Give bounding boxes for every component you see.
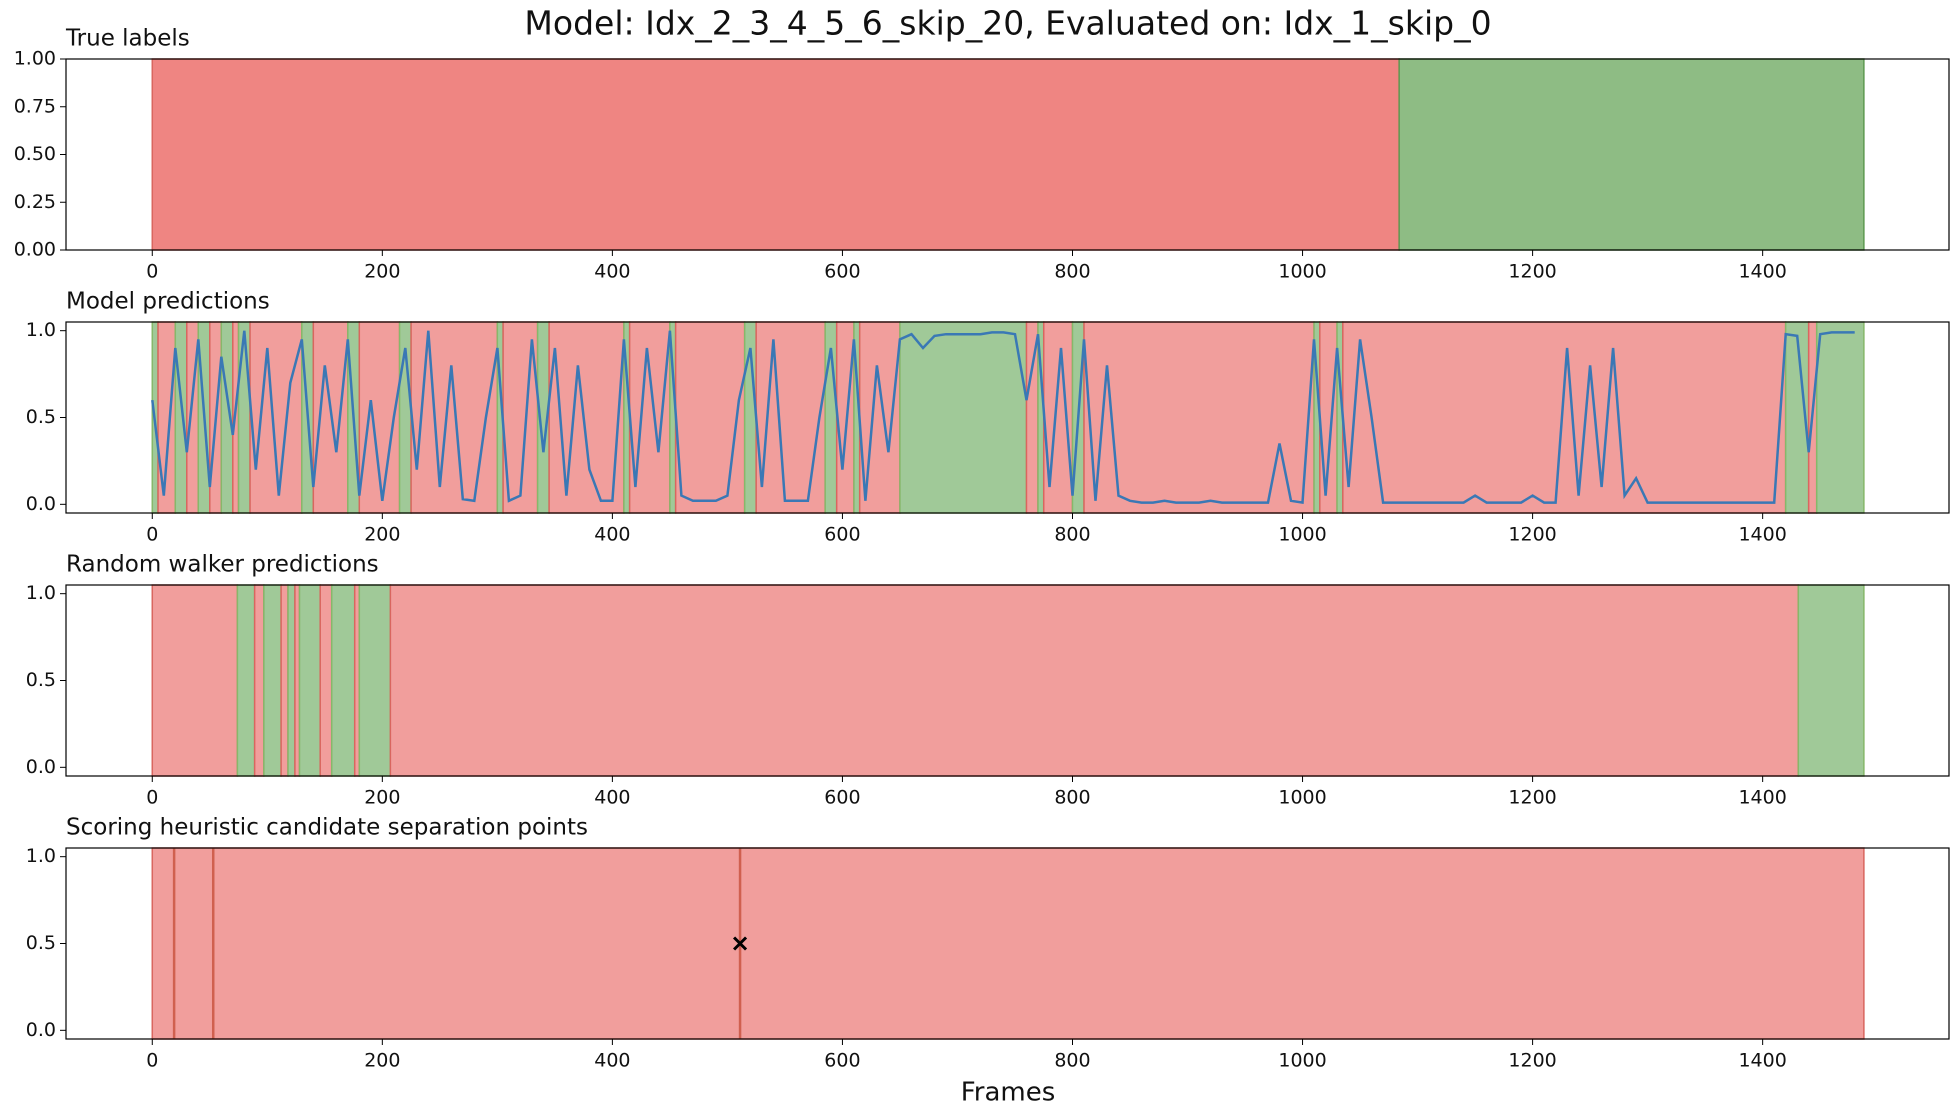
x-tick-label: 1200 [1508,1050,1556,1072]
span [236,584,256,777]
x-tick-label: 0 [146,787,158,809]
y-tick-label: 0.5 [26,932,56,954]
span [674,321,746,514]
span [1797,584,1865,777]
x-tick-label: 1000 [1278,1050,1326,1072]
y-tick-label: 1.0 [26,845,56,867]
span [151,58,1400,251]
subplot-title: Model predictions [66,289,270,315]
x-tick-label: 0 [146,1050,158,1072]
y-tick-label: 1.0 [26,582,56,604]
y-tick-label: 0.00 [14,239,56,261]
span [1815,321,1865,514]
x-tick-label: 400 [594,787,630,809]
span [157,321,177,514]
x-tick-label: 1200 [1508,261,1556,283]
subplot: True labels 0.00 0.25 0.50 0.75 1.00 0 200 400 60… [14,26,1950,283]
span [835,321,855,514]
x-tick-label: 1200 [1508,524,1556,546]
span [1398,58,1865,251]
x-tick-label: 1400 [1738,787,1786,809]
y-tick-label: 0.5 [26,669,56,691]
x-tick-label: 0 [146,524,158,546]
x-tick-label: 1400 [1738,524,1786,546]
y-tick-label: 0.0 [26,493,56,515]
y-tick-label: 0.5 [26,406,56,428]
x-tick-label: 200 [364,787,400,809]
x-axis-label: Frames [961,1078,1056,1108]
figure-title: Model: Idx_2_3_4_5_6_skip_20, Evaluated … [524,4,1491,43]
x-tick-label: 1400 [1738,1050,1786,1072]
x-tick-label: 1000 [1278,524,1326,546]
y-tick-label: 0.0 [26,756,56,778]
x-tick-label: 400 [594,261,630,283]
y-tick-label: 1.0 [26,319,56,341]
span [151,584,239,777]
x-tick-label: 200 [364,1050,400,1072]
x-tick-label: 600 [824,261,860,283]
marker [733,936,748,951]
span [1083,321,1315,514]
x-tick-label: 400 [594,1050,630,1072]
x-tick-label: 200 [364,261,400,283]
y-tick-label: 1.00 [14,48,56,70]
subplot-title: True labels [65,26,190,52]
span [174,321,188,514]
x-tick-label: 800 [1054,1050,1090,1072]
x-tick-label: 600 [824,787,860,809]
span [899,321,1028,514]
span [389,584,1800,777]
x-tick-label: 0 [146,261,158,283]
x-tick-label: 400 [594,524,630,546]
subplot: Random walker predictions 0.0 0.5 1.0 0 200 40… [26,552,1950,809]
subplot: Model predictions 0.0 0.5 1.0 0 200 400 600 800 1… [26,289,1950,546]
span [1342,321,1787,514]
x-tick-label: 600 [824,1050,860,1072]
y-tick-label: 0.25 [14,191,56,213]
x-tick-label: 600 [824,524,860,546]
span [237,321,251,514]
x-tick-label: 1200 [1508,787,1556,809]
x-tick-label: 1000 [1278,261,1326,283]
span [358,584,392,777]
y-tick-label: 0.0 [26,1019,56,1041]
span [253,584,265,777]
span [548,321,625,514]
prediction-line [151,330,1855,505]
span [298,584,321,777]
x-tick-label: 1400 [1738,261,1786,283]
span [280,584,289,777]
x-tick-label: 800 [1054,787,1090,809]
y-tick-label: 0.50 [14,143,56,165]
y-tick-label: 0.75 [14,95,56,117]
span [410,321,499,514]
span [263,584,282,777]
span [249,321,303,514]
span [287,584,296,777]
x-tick-label: 800 [1054,524,1090,546]
span [330,584,356,777]
subplot-title: Random walker predictions [66,552,379,578]
span [151,847,1865,1040]
x-tick-label: 800 [1054,261,1090,283]
x-tick-label: 1000 [1278,787,1326,809]
span [319,584,333,777]
span [1319,321,1338,514]
subplot: Scoring heuristic candidate separation p… [26,815,1950,1072]
x-tick-label: 200 [364,524,400,546]
subplot-title: Scoring heuristic candidate separation p… [66,815,588,841]
